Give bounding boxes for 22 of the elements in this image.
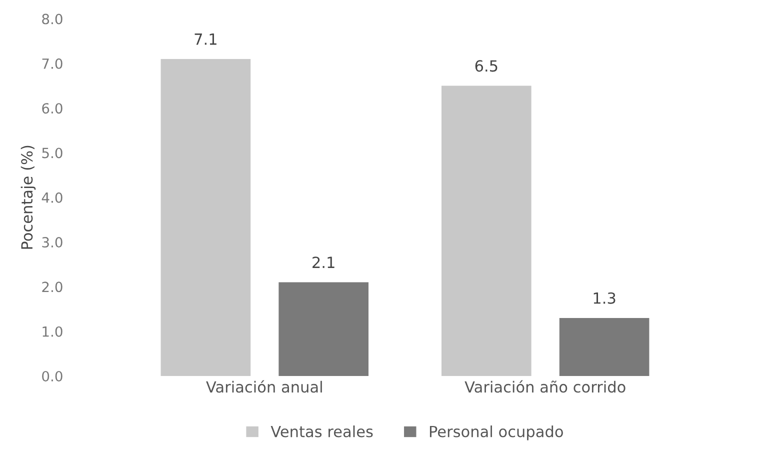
x-tick-label: Variación año corrido bbox=[464, 380, 626, 393]
bar bbox=[559, 318, 650, 376]
y-tick-label: 1.0 bbox=[42, 326, 62, 337]
y-tick-label: 4.0 bbox=[42, 192, 62, 203]
y-tick-label: 5.0 bbox=[42, 148, 62, 158]
legend-label: Personal ocupado bbox=[430, 425, 563, 440]
y-tick-label: 7.0 bbox=[42, 58, 62, 69]
bar bbox=[160, 58, 251, 376]
y-axis-title: Pocentaje (%) bbox=[20, 146, 36, 249]
bar bbox=[441, 86, 532, 376]
data-label: 7.1 bbox=[194, 34, 216, 45]
y-tick-label: 3.0 bbox=[42, 237, 62, 248]
data-label: 6.5 bbox=[475, 60, 498, 72]
y-tick-label: 6.0 bbox=[42, 103, 62, 114]
data-label: 1.3 bbox=[594, 292, 616, 304]
y-tick-label: 2.0 bbox=[42, 282, 62, 292]
y-tick-label: 8.0 bbox=[42, 14, 62, 24]
data-label: 2.1 bbox=[312, 256, 334, 268]
bar bbox=[278, 282, 368, 376]
legend-label: Ventas reales bbox=[270, 425, 373, 438]
y-tick-label: 0.0 bbox=[42, 370, 62, 382]
x-tick-label: Variación anual bbox=[206, 380, 322, 393]
